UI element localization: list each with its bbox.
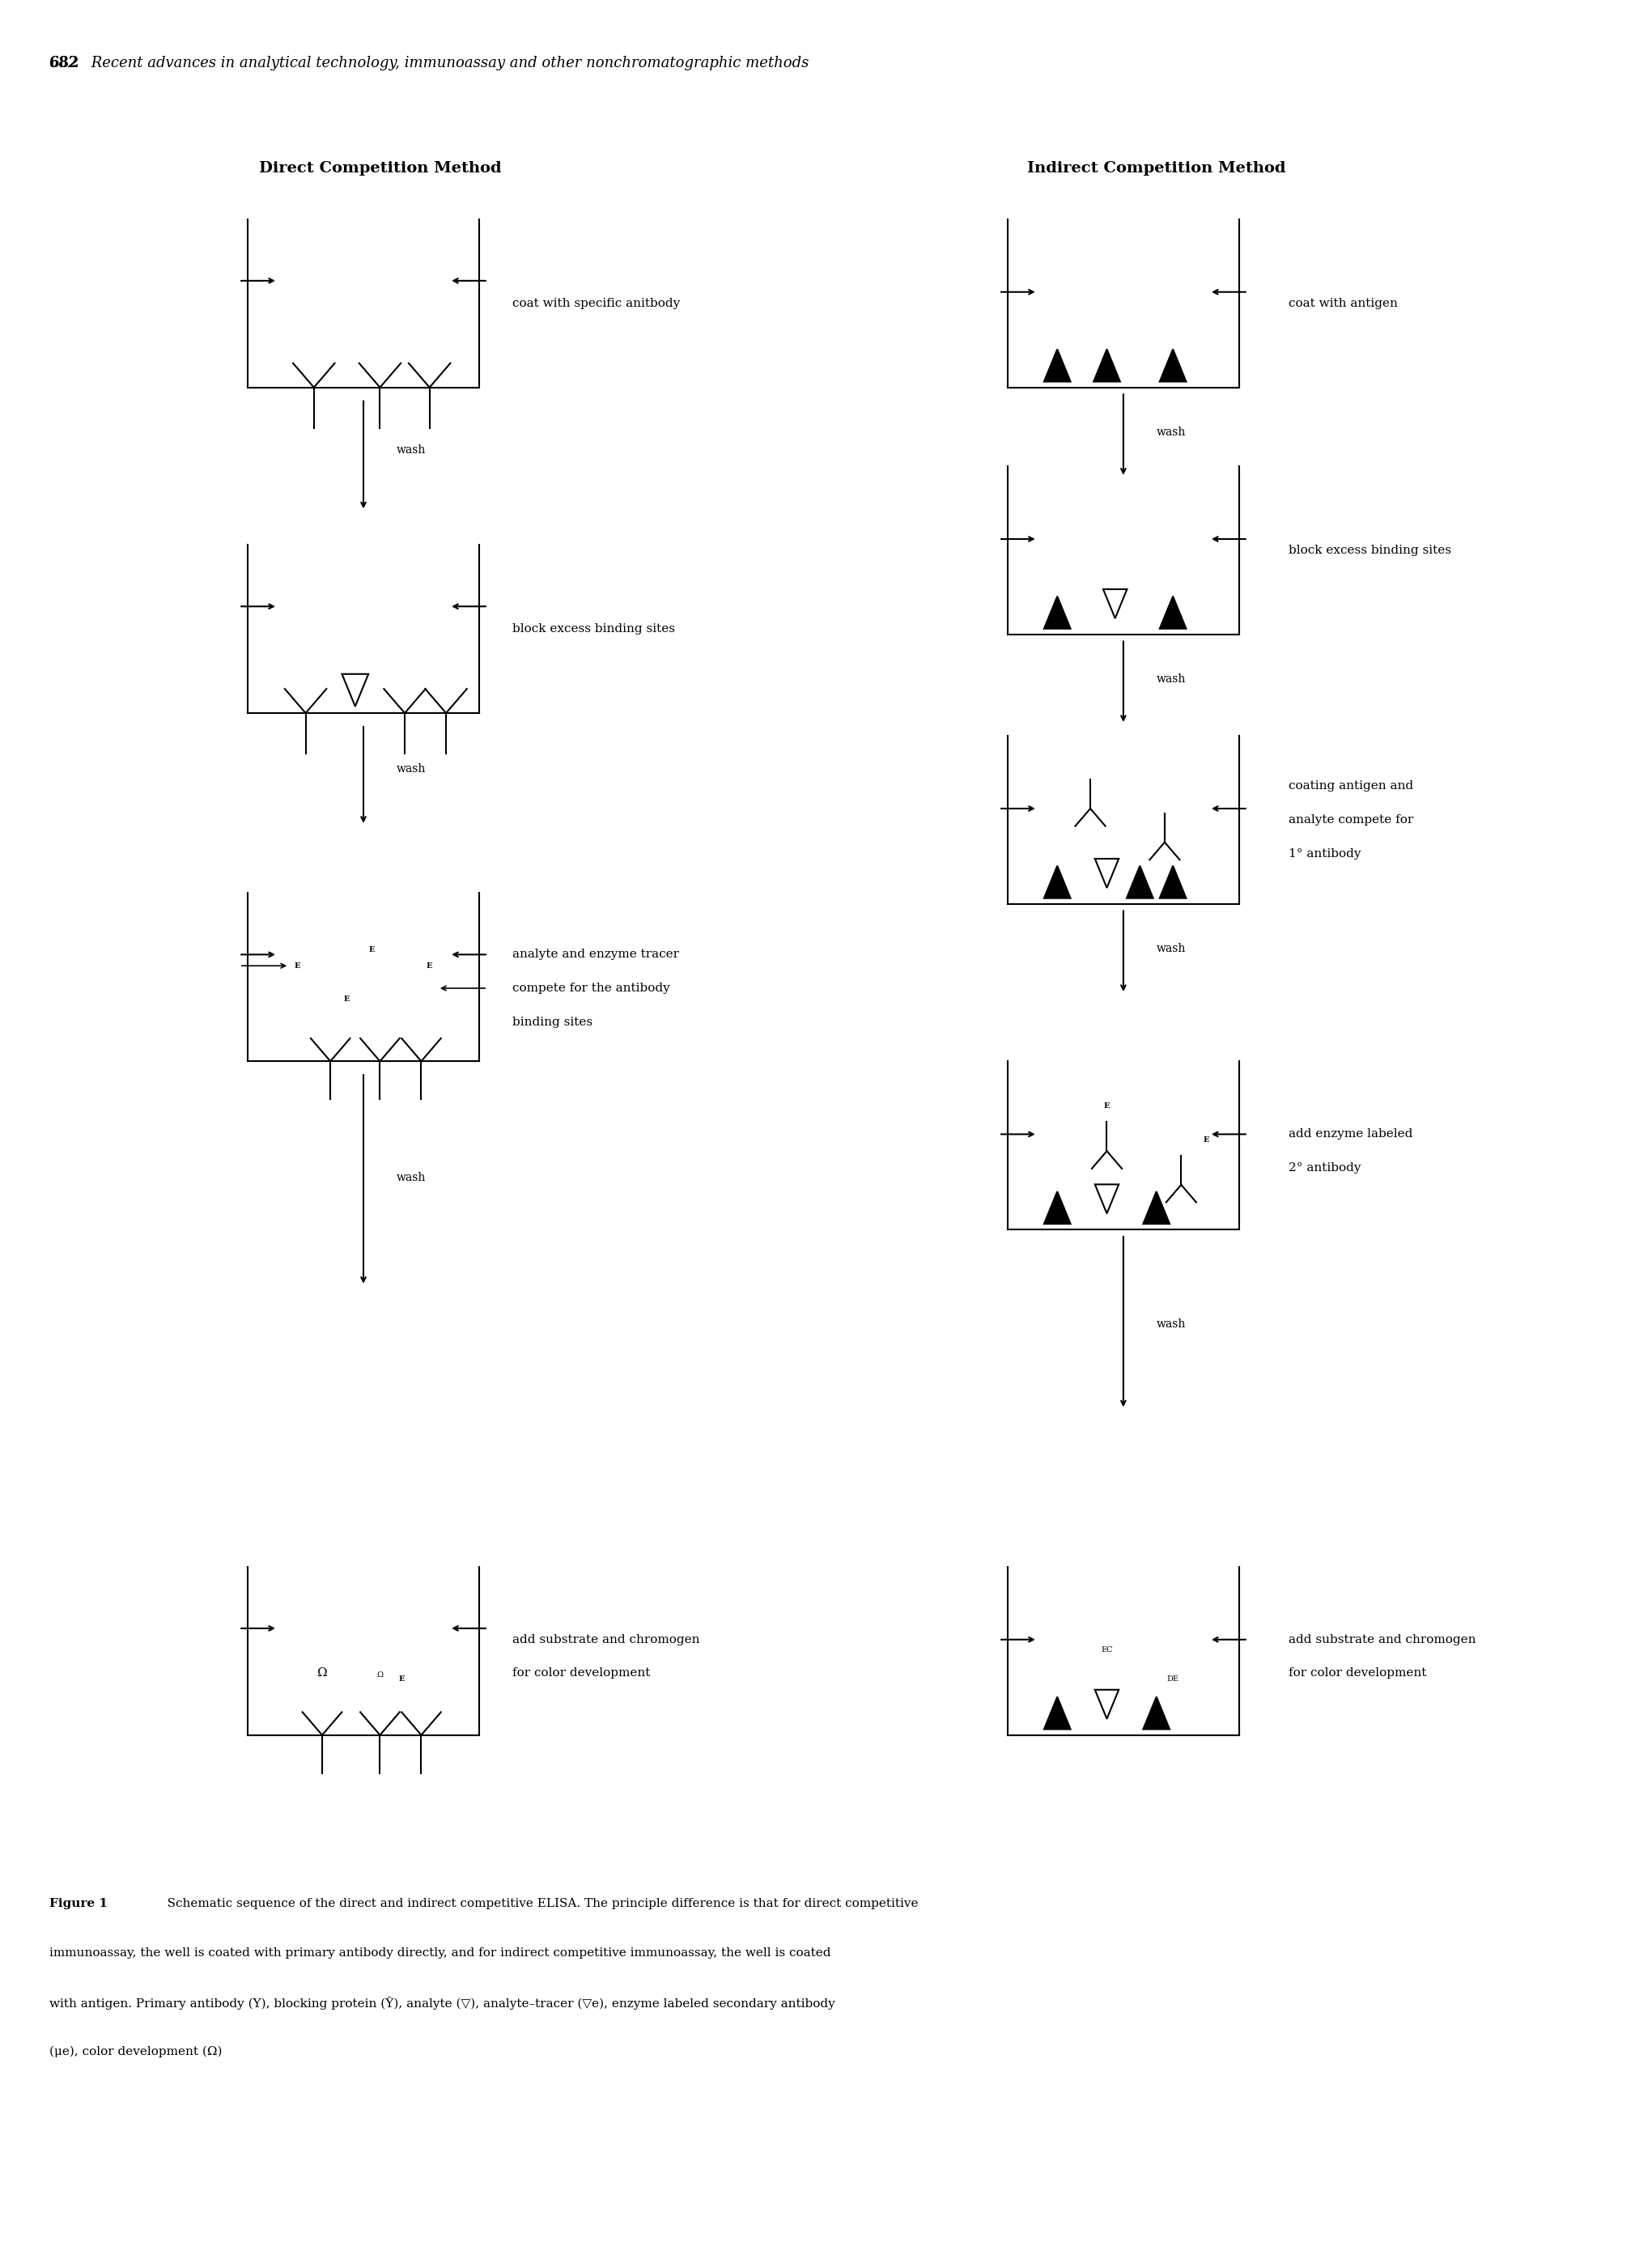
Text: add substrate and chromogen: add substrate and chromogen xyxy=(1289,1633,1475,1646)
Text: E: E xyxy=(368,946,375,955)
Text: wash: wash xyxy=(396,764,426,775)
Text: block excess binding sites: block excess binding sites xyxy=(512,622,674,636)
Polygon shape xyxy=(1044,865,1070,898)
Text: E: E xyxy=(294,961,301,970)
Text: coat with specific anitbody: coat with specific anitbody xyxy=(512,296,681,310)
Text: add substrate and chromogen: add substrate and chromogen xyxy=(512,1633,699,1646)
Text: (μe), color development (Ω): (μe), color development (Ω) xyxy=(50,2046,223,2057)
Text: analyte compete for: analyte compete for xyxy=(1289,813,1414,827)
Text: 1° antibody: 1° antibody xyxy=(1289,847,1361,860)
Text: analyte and enzyme tracer: analyte and enzyme tracer xyxy=(512,948,679,961)
Text: Figure 1: Figure 1 xyxy=(50,1898,107,1909)
Text: E: E xyxy=(1203,1136,1209,1143)
Text: binding sites: binding sites xyxy=(512,1015,593,1029)
Text: for color development: for color development xyxy=(512,1667,649,1680)
Polygon shape xyxy=(1143,1698,1170,1729)
Text: Schematic sequence of the direct and indirect competitive ELISA. The principle d: Schematic sequence of the direct and ind… xyxy=(155,1898,919,1909)
Polygon shape xyxy=(1143,1190,1170,1224)
Polygon shape xyxy=(1044,595,1070,629)
Polygon shape xyxy=(1127,865,1153,898)
Polygon shape xyxy=(1160,865,1186,898)
Text: E: E xyxy=(398,1676,405,1682)
Text: wash: wash xyxy=(396,445,426,456)
Text: EC: EC xyxy=(1100,1646,1113,1653)
Text: immunoassay, the well is coated with primary antibody directly, and for indirect: immunoassay, the well is coated with pri… xyxy=(50,1947,831,1959)
Text: 2° antibody: 2° antibody xyxy=(1289,1161,1361,1175)
Text: Ω: Ω xyxy=(377,1671,383,1680)
Text: E: E xyxy=(426,961,433,970)
Text: wash: wash xyxy=(1156,427,1186,438)
Text: compete for the antibody: compete for the antibody xyxy=(512,982,669,995)
Text: wash: wash xyxy=(396,1172,426,1184)
Text: coat with antigen: coat with antigen xyxy=(1289,296,1398,310)
Polygon shape xyxy=(1160,595,1186,629)
Text: wash: wash xyxy=(1156,1318,1186,1330)
Text: with antigen. Primary antibody (Y), blocking protein (Ȳ), analyte (▽), analyte–t: with antigen. Primary antibody (Y), bloc… xyxy=(50,1997,836,2010)
Text: Indirect Competition Method: Indirect Competition Method xyxy=(1028,162,1285,175)
Text: Direct Competition Method: Direct Competition Method xyxy=(259,162,501,175)
Text: block excess binding sites: block excess binding sites xyxy=(1289,544,1450,557)
Text: coating antigen and: coating antigen and xyxy=(1289,779,1414,793)
Polygon shape xyxy=(1044,1698,1070,1729)
Text: 682   Recent advances in analytical technology, immunoassay and other nonchromat: 682 Recent advances in analytical techno… xyxy=(50,56,809,70)
Text: Ω: Ω xyxy=(317,1667,327,1680)
Text: E: E xyxy=(1104,1103,1110,1110)
Text: for color development: for color development xyxy=(1289,1667,1426,1680)
Text: wash: wash xyxy=(1156,943,1186,955)
Polygon shape xyxy=(1044,1190,1070,1224)
Text: DE: DE xyxy=(1166,1676,1180,1682)
Polygon shape xyxy=(1094,348,1120,382)
Polygon shape xyxy=(1044,348,1070,382)
Text: 682: 682 xyxy=(50,56,79,70)
Polygon shape xyxy=(1160,348,1186,382)
Text: add enzyme labeled: add enzyme labeled xyxy=(1289,1127,1412,1141)
Text: E: E xyxy=(344,995,350,1004)
Text: wash: wash xyxy=(1156,674,1186,685)
